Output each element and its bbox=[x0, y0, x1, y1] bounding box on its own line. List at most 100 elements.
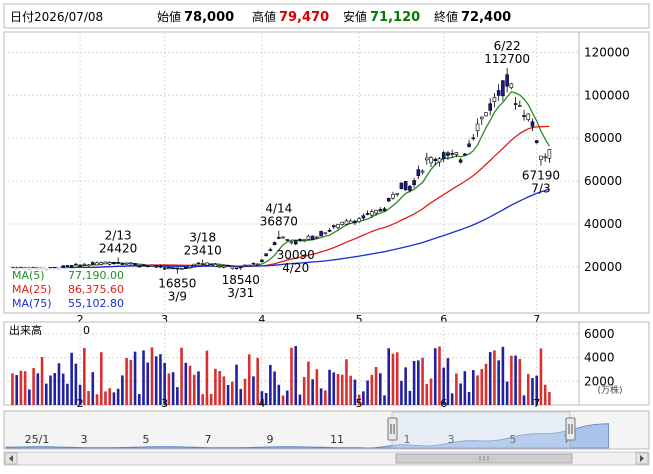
candle-body bbox=[226, 265, 230, 267]
volume-bar bbox=[522, 395, 526, 405]
volume-bar bbox=[66, 383, 69, 405]
volume-bar bbox=[264, 392, 268, 405]
volume-bar bbox=[235, 364, 238, 405]
navigator-selection[interactable] bbox=[391, 411, 571, 449]
volume-bar bbox=[383, 395, 386, 405]
candle-body bbox=[99, 262, 104, 265]
price-x-tick-label: 3 bbox=[161, 313, 168, 326]
volume-bar bbox=[307, 361, 310, 405]
volume-bar bbox=[421, 357, 424, 405]
volume-bar bbox=[510, 355, 513, 405]
ma75-line bbox=[12, 188, 550, 270]
candle-body bbox=[205, 262, 209, 266]
volume-x-tick-label: 6 bbox=[440, 397, 447, 410]
candle-body bbox=[492, 96, 497, 103]
volume-bar bbox=[201, 394, 205, 405]
candle-body bbox=[306, 235, 311, 240]
volume-bar bbox=[298, 394, 302, 405]
volume-bar bbox=[493, 350, 496, 405]
volume-bar bbox=[446, 358, 450, 405]
candle-body bbox=[323, 232, 328, 235]
candle-body bbox=[416, 169, 421, 177]
volume-bar bbox=[180, 347, 183, 405]
price-x-ticks: 2 3 4 5 6 7 bbox=[77, 313, 541, 326]
annotation-value: 30090 bbox=[277, 248, 315, 262]
volume-bar bbox=[391, 353, 395, 405]
navigator-ticks: 25/13579111357 bbox=[25, 433, 571, 446]
volume-bar bbox=[518, 359, 522, 405]
candle-body bbox=[467, 143, 471, 147]
volume-bar bbox=[290, 347, 293, 405]
candle-body bbox=[463, 153, 467, 156]
volume-bar bbox=[273, 371, 276, 405]
volume-bar bbox=[247, 354, 251, 405]
volume-bar bbox=[429, 378, 433, 405]
candle-body bbox=[399, 182, 404, 189]
volume-bar bbox=[163, 363, 166, 405]
volume-bar bbox=[104, 391, 107, 405]
navigator-x-tick-label: 11 bbox=[330, 433, 344, 446]
candle-body bbox=[289, 241, 294, 244]
candle-body bbox=[260, 259, 264, 262]
volume-bar bbox=[15, 375, 18, 405]
volume-bar bbox=[362, 391, 365, 405]
navigator-right-handle-box[interactable] bbox=[565, 417, 576, 441]
volume-bar bbox=[311, 379, 314, 405]
navigator-right-handle[interactable] bbox=[565, 417, 576, 441]
navigator-x-tick-label: 9 bbox=[267, 433, 274, 446]
candle-body bbox=[65, 265, 70, 268]
volume-y-tick-label: 6000 bbox=[584, 327, 615, 341]
volume-bar bbox=[277, 384, 281, 405]
candle-body bbox=[458, 159, 463, 163]
candle-body bbox=[167, 267, 171, 270]
volume-bar bbox=[19, 370, 23, 405]
candle-body bbox=[277, 237, 281, 239]
horizontal-scrollbar[interactable] bbox=[3, 451, 650, 466]
candle-body bbox=[450, 153, 454, 155]
volume-bar bbox=[353, 379, 357, 405]
candle-body bbox=[446, 152, 450, 156]
volume-bar bbox=[480, 369, 484, 405]
volume-bar bbox=[463, 371, 467, 405]
price-x-tick-label: 5 bbox=[356, 313, 363, 326]
volume-bar bbox=[218, 371, 221, 405]
close-label: 終値 bbox=[434, 9, 458, 24]
annotation-date: 6/22 bbox=[494, 39, 521, 53]
price-x-tick-label: 6 bbox=[440, 313, 447, 326]
candle-body bbox=[230, 266, 235, 269]
volume-bar bbox=[222, 376, 226, 405]
navigator-left-handle-box[interactable] bbox=[387, 417, 398, 441]
volume-bar bbox=[11, 373, 14, 405]
volume-bar bbox=[129, 359, 133, 405]
volume-y-ticks: 2000 4000 6000 bbox=[584, 327, 615, 388]
volume-bar bbox=[336, 374, 340, 405]
candle-body bbox=[479, 116, 484, 120]
volume-bar bbox=[184, 362, 188, 405]
volume-bar bbox=[154, 356, 158, 405]
volume-bar bbox=[226, 385, 230, 405]
high-label: 高値 bbox=[252, 9, 276, 24]
ma-legend-bg bbox=[10, 268, 126, 310]
high-value: 79,470 bbox=[279, 10, 329, 25]
volume-bar bbox=[459, 383, 462, 405]
navigator-panel[interactable] bbox=[3, 410, 650, 450]
volume-bar bbox=[53, 373, 57, 405]
volume-bar bbox=[328, 369, 331, 405]
volume-x-tick-label: 2 bbox=[77, 397, 84, 410]
volume-bar bbox=[32, 368, 35, 405]
volume-bar bbox=[285, 390, 289, 405]
volume-bar bbox=[28, 389, 31, 405]
price-grid bbox=[4, 32, 579, 313]
candle-body bbox=[293, 240, 298, 245]
candle-body bbox=[196, 262, 201, 265]
navigator-left-handle[interactable] bbox=[387, 417, 398, 441]
date-label: 日付 bbox=[10, 10, 34, 24]
volume-bar bbox=[438, 346, 441, 405]
volume-bar bbox=[425, 384, 429, 405]
volume-bar bbox=[150, 347, 154, 405]
candle-body bbox=[247, 264, 252, 267]
volume-bar bbox=[40, 357, 44, 405]
open-label: 始値 bbox=[157, 9, 181, 24]
volume-bar bbox=[476, 375, 479, 405]
candle-body bbox=[107, 262, 112, 265]
